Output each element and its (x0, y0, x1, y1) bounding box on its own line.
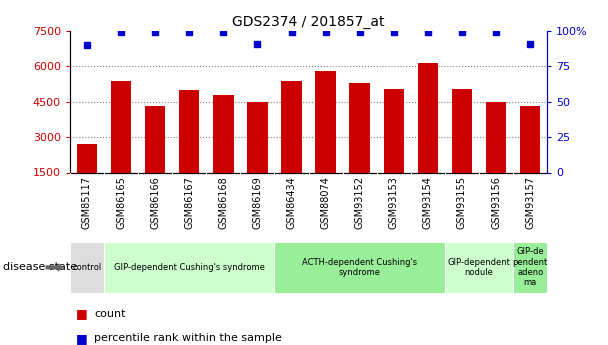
Bar (247, 102, 268, 172)
Text: GSM93157: GSM93157 (525, 176, 535, 229)
Text: GSM93156: GSM93156 (491, 176, 501, 229)
Bar (274, 241, 445, 293)
Bar (513, 241, 547, 293)
Text: percentile rank within the sample: percentile rank within the sample (94, 333, 282, 343)
Text: ■: ■ (76, 307, 88, 321)
Text: GSM93153: GSM93153 (389, 176, 399, 229)
Text: GSM86168: GSM86168 (218, 176, 229, 229)
Text: GSM88074: GSM88074 (320, 176, 331, 229)
Text: GIP-dependent Cushing's syndrome: GIP-dependent Cushing's syndrome (114, 263, 264, 272)
Text: GSM93152: GSM93152 (354, 176, 365, 229)
Text: GSM86165: GSM86165 (116, 176, 126, 229)
Text: ACTH-dependent Cushing's
syndrome: ACTH-dependent Cushing's syndrome (302, 258, 417, 277)
Text: GSM86169: GSM86169 (252, 176, 263, 229)
Bar (77, 144, 97, 172)
Text: GSM93155: GSM93155 (457, 176, 467, 229)
Text: control: control (72, 263, 102, 272)
Text: GIP-dependent
nodule: GIP-dependent nodule (447, 258, 511, 277)
Bar (145, 107, 165, 172)
Bar (520, 107, 541, 172)
Bar (350, 83, 370, 172)
Bar (445, 241, 513, 293)
Bar (452, 89, 472, 172)
Text: GIP-de
pendent
adeno
ma: GIP-de pendent adeno ma (513, 247, 548, 287)
Bar (486, 102, 506, 172)
Bar (179, 90, 199, 172)
Bar (316, 71, 336, 172)
Text: ■: ■ (76, 332, 88, 345)
Bar (70, 241, 104, 293)
Bar (104, 241, 274, 293)
Bar (213, 95, 233, 172)
Bar (384, 89, 404, 172)
Bar (111, 81, 131, 172)
Text: count: count (94, 309, 126, 319)
Bar (418, 63, 438, 172)
Text: GSM85117: GSM85117 (82, 176, 92, 229)
Text: GSM93154: GSM93154 (423, 176, 433, 229)
Text: GSM86166: GSM86166 (150, 176, 160, 229)
Text: GSM86434: GSM86434 (286, 176, 297, 229)
Text: GSM86167: GSM86167 (184, 176, 194, 229)
Bar (282, 81, 302, 172)
Text: disease state: disease state (3, 263, 77, 272)
Title: GDS2374 / 201857_at: GDS2374 / 201857_at (232, 14, 385, 29)
